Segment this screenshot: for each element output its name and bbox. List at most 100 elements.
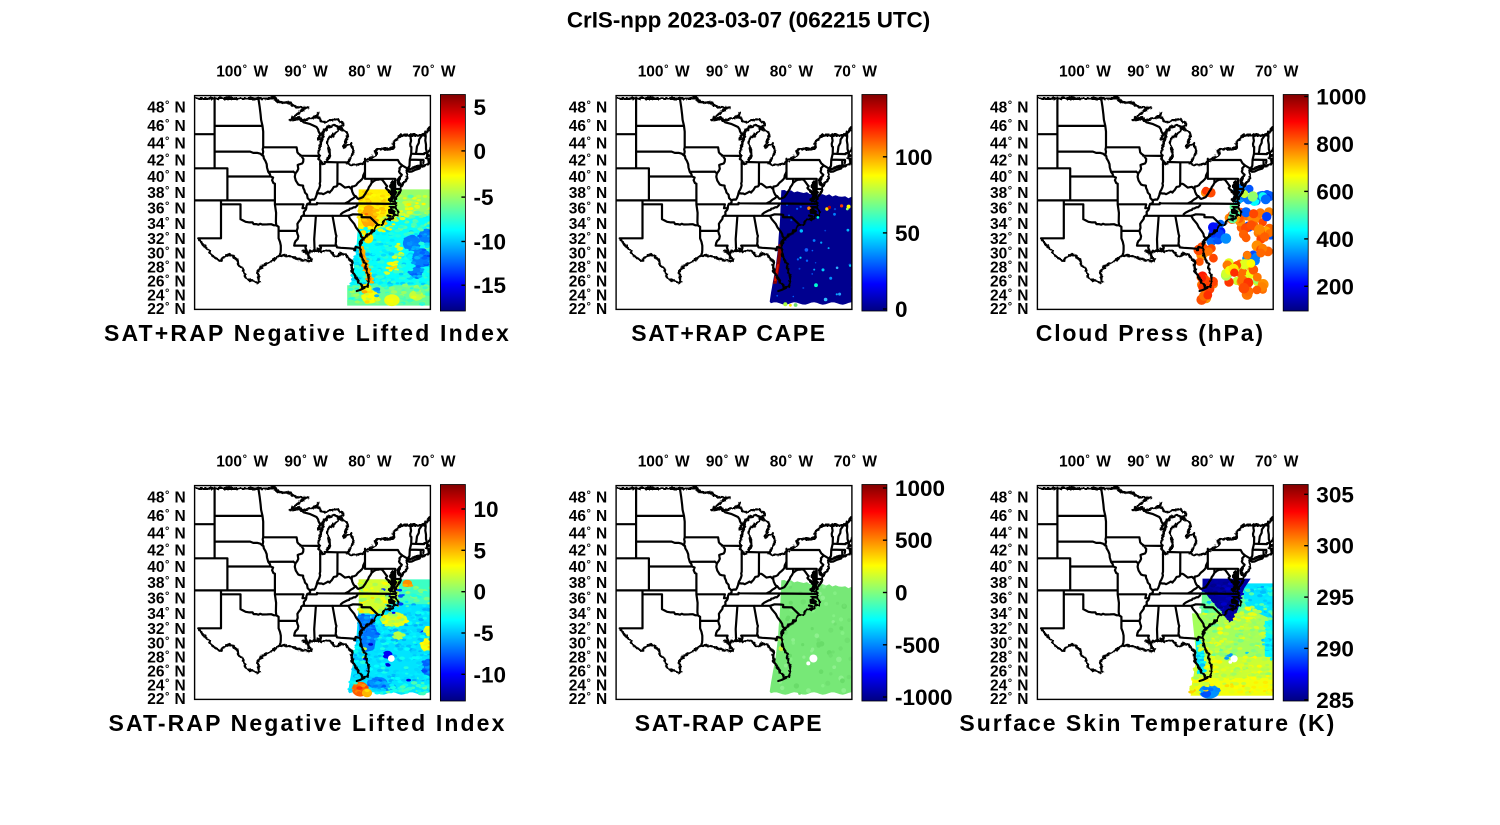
svg-text:N: N [1017,664,1028,681]
svg-text:°: ° [587,185,591,197]
svg-text:36: 36 [569,201,587,218]
svg-text:N: N [1017,559,1028,576]
svg-text:°: ° [243,454,247,466]
svg-text:42: 42 [147,543,164,560]
svg-text:295: 295 [1316,585,1354,610]
svg-text:N: N [175,575,186,592]
svg-text:N: N [175,490,186,507]
svg-text:°: ° [1008,677,1012,689]
svg-text:N: N [596,691,607,708]
svg-text:70: 70 [1255,454,1272,471]
svg-text:80: 80 [1191,64,1208,81]
svg-text:90: 90 [1127,64,1144,81]
svg-text:N: N [175,118,186,135]
svg-text:°: ° [1008,136,1012,148]
svg-text:N: N [596,118,607,135]
svg-text:N: N [175,100,186,117]
svg-text:N: N [1017,543,1028,560]
svg-text:°: ° [1008,621,1012,633]
svg-text:°: ° [1085,454,1089,466]
svg-text:N: N [596,621,607,638]
svg-text:N: N [1017,508,1028,525]
svg-text:N: N [175,274,186,291]
svg-text:°: ° [165,301,169,313]
svg-text:26: 26 [569,274,587,291]
svg-text:°: ° [1008,169,1012,181]
svg-text:N: N [1017,591,1028,608]
svg-text:48: 48 [569,100,587,117]
svg-text:24: 24 [990,287,1008,304]
svg-text:°: ° [165,526,169,538]
svg-text:N: N [596,287,607,304]
svg-text:32: 32 [147,231,164,248]
svg-text:100: 100 [216,454,242,471]
svg-text:44: 44 [990,136,1008,153]
svg-text:26: 26 [990,274,1008,291]
svg-text:28: 28 [569,260,587,277]
svg-text:°: ° [1008,260,1012,272]
svg-text:46: 46 [990,118,1008,135]
svg-text:44: 44 [569,136,587,153]
svg-text:°: ° [165,650,169,662]
svg-text:°: ° [587,118,591,130]
svg-text:40: 40 [990,169,1007,186]
svg-text:26: 26 [990,664,1008,681]
svg-text:46: 46 [569,508,587,525]
svg-text:N: N [596,591,607,608]
svg-text:°: ° [165,287,169,299]
svg-text:°: ° [165,621,169,633]
svg-text:°: ° [1008,508,1012,520]
svg-text:N: N [596,216,607,233]
svg-text:50: 50 [895,221,920,246]
svg-text:28: 28 [569,650,587,667]
svg-text:°: ° [587,591,591,603]
svg-text:70: 70 [412,64,429,81]
svg-text:46: 46 [147,118,165,135]
svg-text:W: W [1284,64,1299,81]
svg-text:34: 34 [147,216,165,233]
svg-text:90: 90 [706,454,723,471]
svg-text:°: ° [852,64,856,76]
svg-text:°: ° [165,100,169,112]
svg-text:N: N [596,508,607,525]
svg-text:W: W [441,64,456,81]
svg-text:N: N [175,635,186,652]
svg-text:40: 40 [147,169,164,186]
svg-text:W: W [799,64,814,81]
svg-text:800: 800 [1316,132,1354,157]
svg-text:°: ° [587,201,591,213]
svg-text:26: 26 [147,274,165,291]
svg-text:28: 28 [990,650,1008,667]
svg-text:SAT+RAP Negative Lifted Index: SAT+RAP Negative Lifted Index [104,320,511,346]
svg-text:N: N [596,169,607,186]
svg-text:30: 30 [569,245,586,262]
svg-text:°: ° [587,169,591,181]
svg-text:-10: -10 [474,662,507,687]
svg-text:42: 42 [147,153,164,170]
svg-text:48: 48 [147,490,165,507]
svg-text:°: ° [587,100,591,112]
svg-text:°: ° [587,575,591,587]
svg-text:70: 70 [1255,64,1272,81]
svg-text:W: W [377,454,392,471]
svg-text:N: N [175,136,186,153]
svg-text:285: 285 [1316,688,1354,713]
svg-text:40: 40 [569,559,586,576]
svg-text:°: ° [1008,274,1012,286]
svg-text:°: ° [587,231,591,243]
svg-text:°: ° [1008,100,1012,112]
svg-text:°: ° [165,490,169,502]
svg-text:N: N [596,526,607,543]
svg-text:°: ° [587,245,591,257]
svg-text:°: ° [1008,216,1012,228]
svg-text:°: ° [1008,231,1012,243]
svg-text:80: 80 [1191,454,1208,471]
svg-text:Cloud Press (hPa): Cloud Press (hPa) [1036,320,1265,346]
svg-text:N: N [596,100,607,117]
svg-text:N: N [175,606,186,623]
svg-text:70: 70 [834,64,851,81]
svg-text:N: N [1017,185,1028,202]
svg-text:N: N [1017,490,1028,507]
svg-text:N: N [596,650,607,667]
svg-text:70: 70 [412,454,429,471]
